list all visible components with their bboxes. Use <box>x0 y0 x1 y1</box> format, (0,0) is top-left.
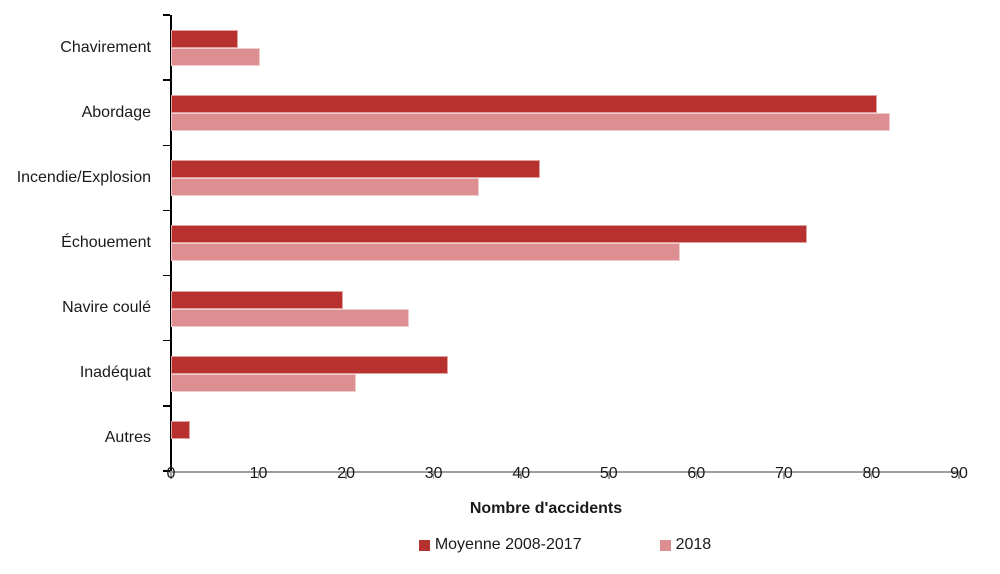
x-axis-title: Nombre d'accidents <box>469 500 623 517</box>
bar-2018 <box>171 48 261 66</box>
category-label: Inadéquat <box>79 364 151 382</box>
plot-area <box>163 14 961 479</box>
x-tick-label: 60 <box>687 465 706 482</box>
bar-2018 <box>171 113 891 132</box>
x-axis-tick <box>695 473 698 479</box>
x-axis-tick <box>520 473 522 479</box>
legend-item: Moyenne 2008-2017 <box>418 536 582 554</box>
x-tick-label: 20 <box>337 465 355 482</box>
category-label: Échouement <box>61 233 151 251</box>
x-tick-label: 90 <box>950 465 968 482</box>
category-label: Incendie/Explosion <box>16 168 151 186</box>
x-axis-tick <box>432 473 435 479</box>
legend-label: 2018 <box>675 536 712 553</box>
legend-label: Moyenne 2008-2017 <box>434 536 582 553</box>
y-axis-line <box>170 15 172 478</box>
bar-2018 <box>171 308 409 327</box>
category-label: Navire coulé <box>62 299 151 317</box>
x-tick-label: 70 <box>774 465 793 482</box>
category-label: Abordage <box>81 103 151 121</box>
y-axis-tick <box>163 79 170 81</box>
y-axis-tick <box>163 339 170 342</box>
y-axis-tick <box>163 470 170 472</box>
legend-item: 2018 <box>659 536 712 554</box>
y-axis-tick <box>163 405 170 407</box>
y-axis-tick <box>163 209 170 212</box>
y-axis-tick <box>163 14 170 16</box>
x-axis-line <box>169 471 961 473</box>
y-axis-tick <box>163 144 170 147</box>
y-axis-tick <box>163 274 170 277</box>
bar-moyenne <box>171 95 878 114</box>
bar-moyenne <box>171 225 808 244</box>
bar-moyenne <box>171 160 541 179</box>
x-tick-label: 30 <box>424 465 443 482</box>
legend-swatch-icon <box>659 539 671 551</box>
bar-moyenne <box>171 30 239 48</box>
x-axis-tick <box>783 473 785 479</box>
x-tick-label: 80 <box>862 465 881 482</box>
x-axis-tick <box>345 473 347 479</box>
bar-moyenne <box>171 420 190 439</box>
x-axis-tick <box>958 473 960 479</box>
bar-2018 <box>171 373 357 392</box>
legend: Moyenne 2008-2017 2018 <box>171 536 959 554</box>
x-axis-tick <box>608 473 610 479</box>
bar-moyenne <box>171 290 344 309</box>
category-axis-labels: Chavirement Abordage Incendie/Explosion Éch… <box>0 15 161 471</box>
x-axis-tick <box>870 473 873 479</box>
bar-2018 <box>171 243 681 262</box>
legend-swatch-icon <box>418 539 430 551</box>
x-axis-tick <box>170 473 172 479</box>
x-tick-label: 50 <box>599 465 618 482</box>
x-tick-label: 0 <box>166 465 176 482</box>
x-tick-label: 40 <box>512 465 531 482</box>
bar-moyenne <box>171 355 449 374</box>
category-label: Autres <box>104 429 151 447</box>
x-axis-tick <box>257 473 260 479</box>
bar-2018 <box>171 178 479 197</box>
x-tick-label: 10 <box>249 465 268 482</box>
category-label: Chavirement <box>60 38 151 56</box>
